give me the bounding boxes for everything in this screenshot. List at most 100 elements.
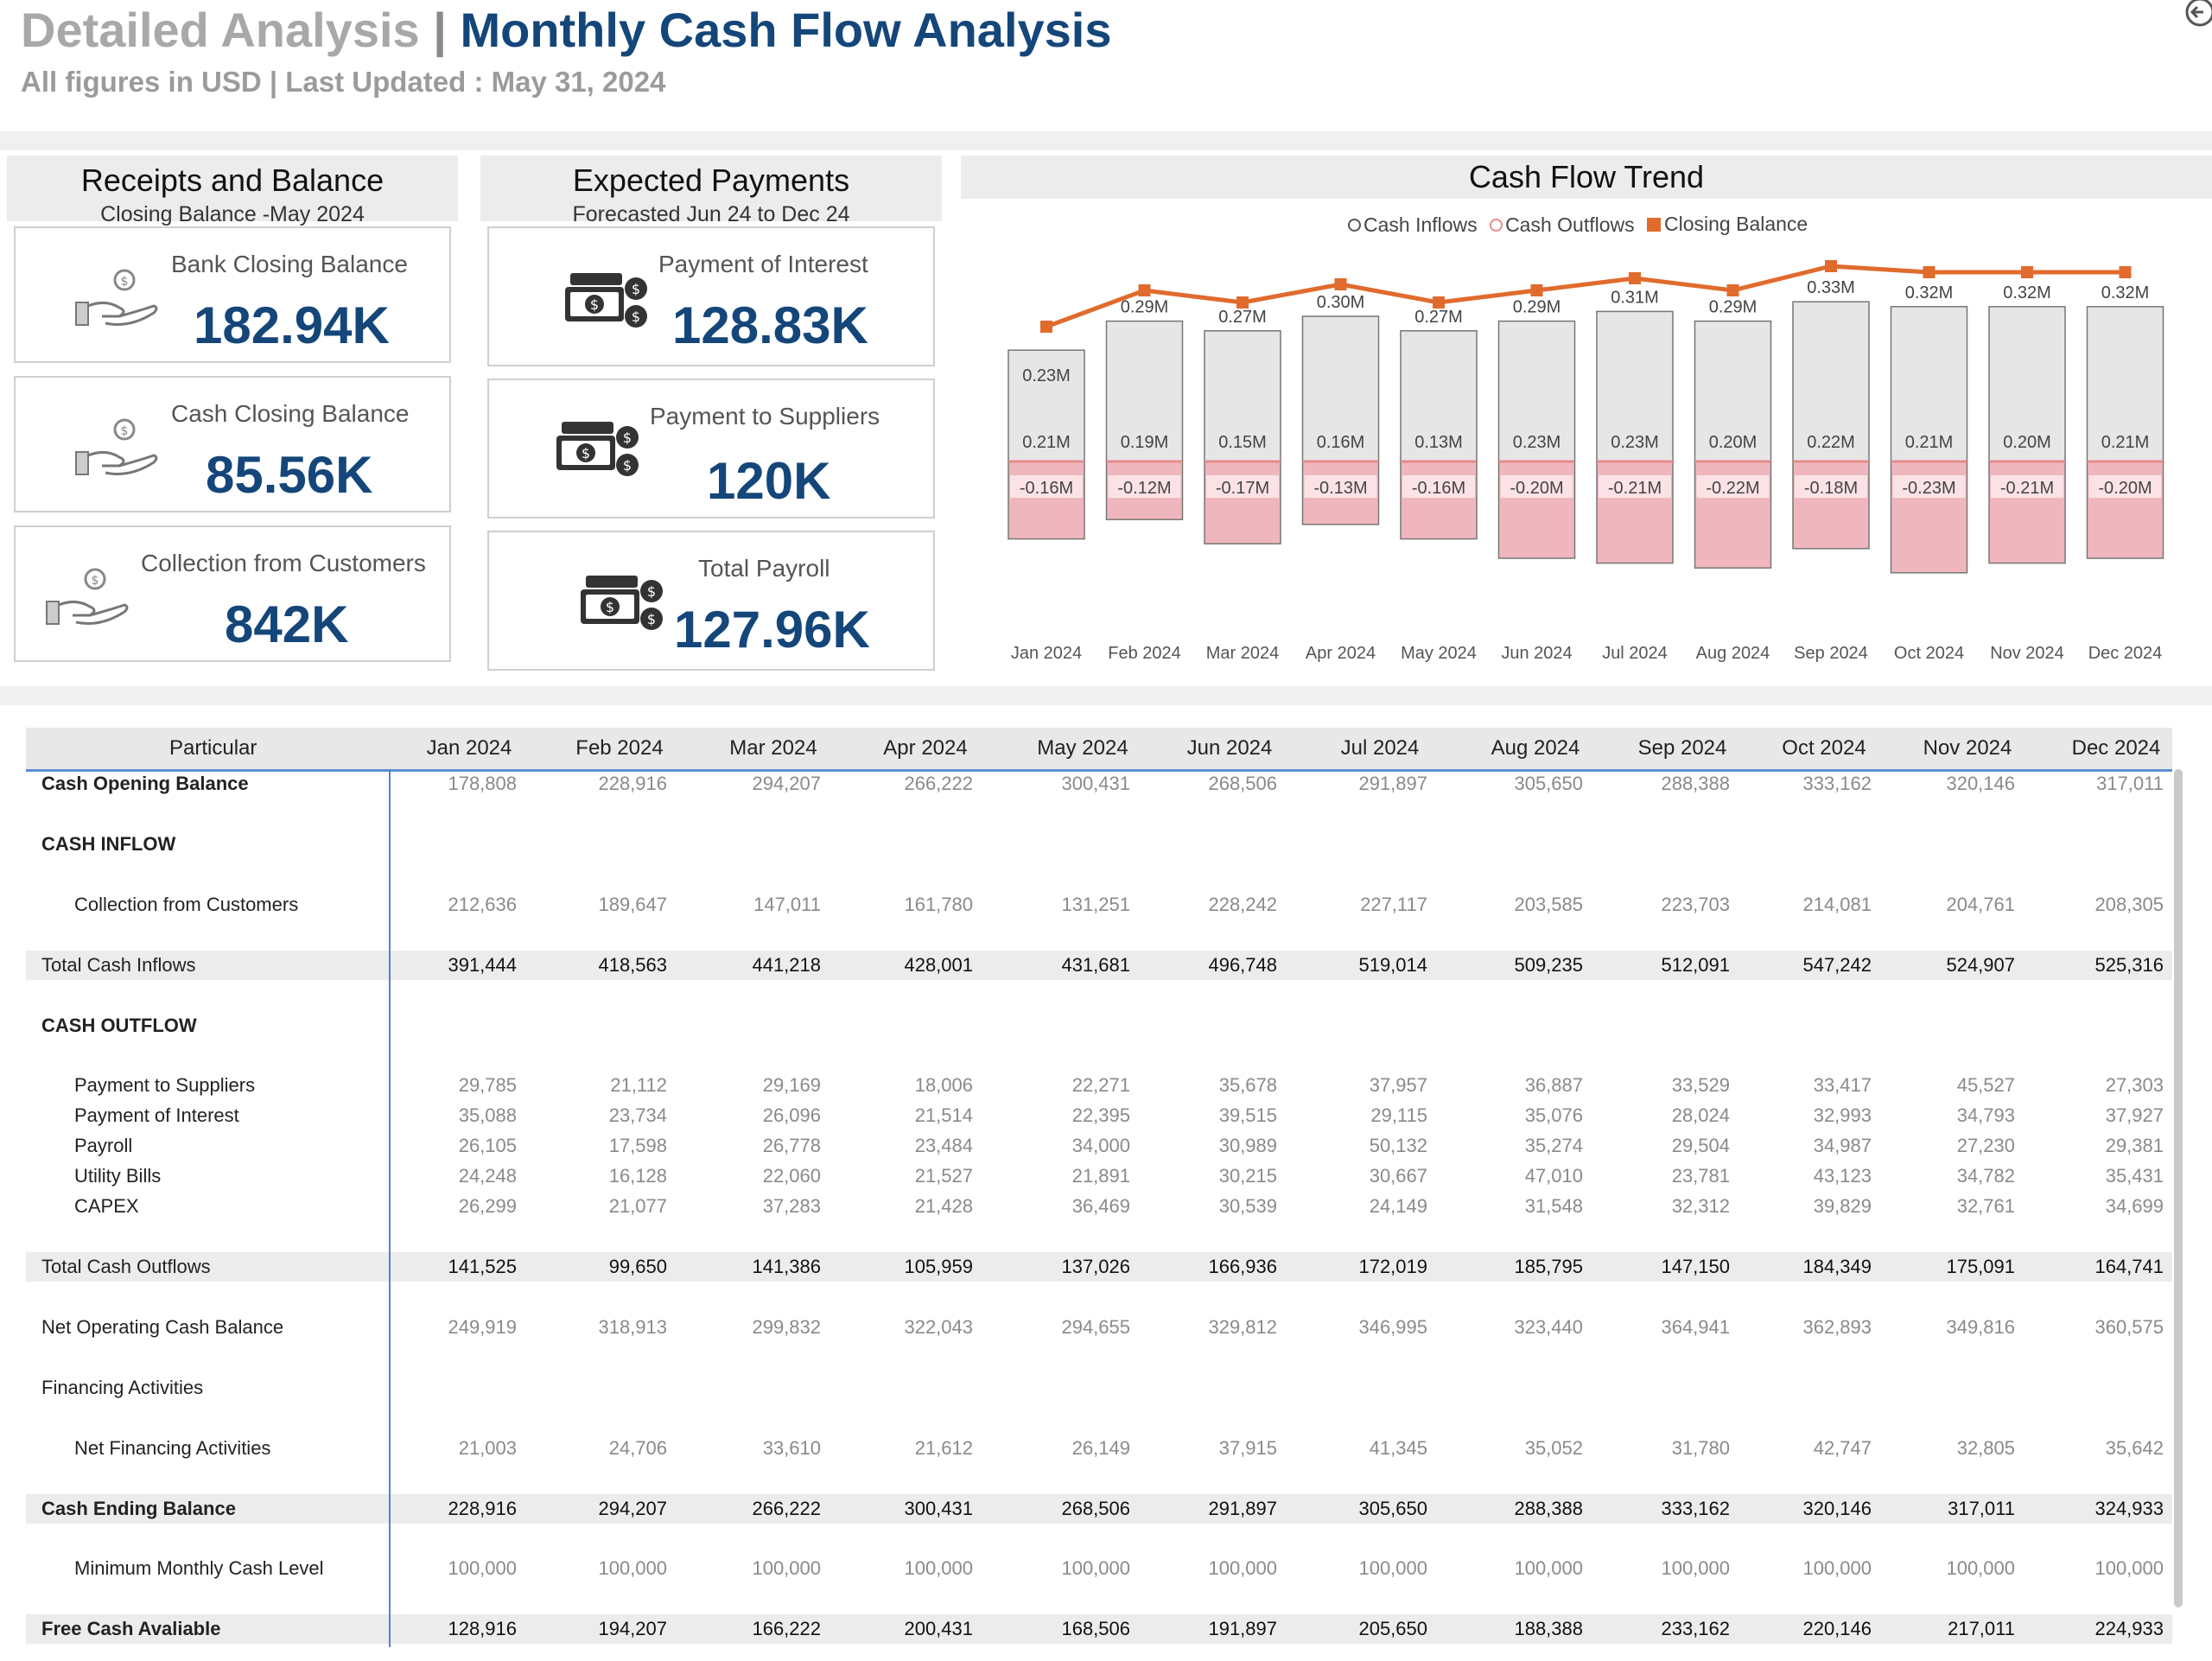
table-cell: 431,681: [1061, 954, 1130, 976]
table-cell: 227,117: [1360, 894, 1427, 915]
legend-item-inflows[interactable]: Cash Inflows: [1348, 213, 1478, 237]
table-cell: 166,222: [752, 1618, 821, 1639]
title-prefix: Detailed Analysis: [21, 3, 420, 57]
table-cell: 100,000: [1802, 1557, 1872, 1579]
table-cell: 212,636: [448, 894, 517, 915]
table-row: Cash Ending Balance 228,916 294,207 266,222…: [26, 1494, 2172, 1524]
table-row: Total Cash Inflows 391,444 418,563 441,218 4…: [26, 951, 2172, 980]
kpi-card-collection[interactable]: $ Collection from Customers 842K: [14, 525, 451, 662]
closing-balance-point: [2021, 266, 2033, 278]
closing-data-label: 0.23M: [1022, 366, 1071, 385]
kpi-card-payroll[interactable]: $ $ $ Total Payroll 127.96K: [487, 531, 935, 671]
table-cell: 317,011: [2096, 773, 2164, 794]
table-cell: 21,891: [1071, 1165, 1130, 1187]
table-cell: 105,959: [904, 1256, 973, 1277]
table-cell: 32,993: [1813, 1104, 1872, 1126]
table-cell: 34,000: [1071, 1135, 1130, 1156]
table-cell: 360,575: [2094, 1316, 2164, 1338]
legend-item-closing[interactable]: Closing Balance: [1647, 213, 1808, 236]
closing-bar: [1400, 330, 1478, 462]
kpi-label: Bank Closing Balance: [171, 251, 408, 277]
table-cell: 43,123: [1813, 1165, 1872, 1187]
table-row: Total Cash Outflows 141,525 99,650 141,386 1…: [26, 1252, 2172, 1282]
back-arrow-icon[interactable]: [2174, 0, 2212, 38]
row-label: Cash Ending Balance: [41, 1498, 236, 1519]
closing-balance-line: [1046, 264, 2126, 329]
outflow-label-bg: [1402, 475, 1475, 498]
closing-bar: [1204, 330, 1281, 462]
table-cell: 30,989: [1218, 1135, 1277, 1156]
table-cell: 32,312: [1671, 1195, 1730, 1217]
table-cell: 31,780: [1671, 1437, 1730, 1459]
table-cell: 525,316: [2094, 954, 2164, 976]
table-cell: 29,504: [1671, 1135, 1730, 1156]
table-scrollbar[interactable]: [2174, 769, 2183, 1607]
table-cell: 172,019: [1358, 1256, 1427, 1277]
column-header-month: Apr 2024: [883, 736, 968, 760]
inflow-data-label: 0.22M: [1807, 433, 1855, 452]
table-cell: 37,957: [1369, 1074, 1427, 1096]
table-cell: 21,428: [914, 1195, 973, 1217]
row-label: Cash Opening Balance: [41, 773, 249, 794]
table-cell: 168,506: [1061, 1618, 1130, 1639]
table-cell: 161,780: [904, 894, 973, 915]
table-cell: 322,043: [904, 1316, 973, 1338]
table-cell: 428,001: [904, 954, 973, 976]
table-cell: 33,529: [1671, 1074, 1730, 1096]
table-cell: 30,215: [1218, 1165, 1277, 1187]
table-row: Collection from Customers 212,636 189,647 1…: [26, 890, 2172, 920]
outflow-data-label: -0.13M: [1313, 479, 1367, 498]
table-row: Minimum Monthly Cash Level 100,000 100,000…: [26, 1554, 2172, 1583]
column-header-month: Jun 2024: [1186, 736, 1273, 760]
receipts-panel-header: Receipts and Balance Closing Balance -Ma…: [7, 156, 458, 226]
svg-text:$: $: [623, 457, 632, 474]
divider-band-mid: [0, 686, 2212, 705]
closing-data-label: 0.32M: [2003, 283, 2051, 302]
row-label: CASH INFLOW: [41, 833, 176, 855]
kpi-card-suppliers[interactable]: $ $ $ Payment to Suppliers 120K: [487, 379, 935, 519]
row-label: Free Cash Avaliable: [41, 1618, 221, 1639]
closing-data-label: 0.29M: [1709, 298, 1758, 317]
table-cell: 100,000: [1661, 1557, 1730, 1579]
kpi-card-cash-closing[interactable]: $ Cash Closing Balance 85.56K: [14, 376, 451, 512]
table-cell: 137,026: [1061, 1256, 1130, 1277]
kpi-card-bank-closing[interactable]: $ Bank Closing Balance 182.94K: [14, 226, 451, 363]
closing-bar: [1988, 306, 2066, 462]
table-cell: 266,222: [752, 1498, 821, 1519]
svg-text:$: $: [632, 309, 640, 325]
svg-text:$: $: [606, 599, 614, 615]
outflow-data-label: -0.18M: [1804, 479, 1858, 498]
table-cell: 33,417: [1813, 1074, 1872, 1096]
x-tick-label: Sep 2024: [1794, 644, 1868, 663]
table-cell: 41,345: [1369, 1437, 1427, 1459]
kpi-value: 120K: [707, 452, 831, 510]
table-cell: 26,096: [762, 1104, 821, 1126]
table-cell: 288,388: [1661, 773, 1730, 794]
legend-circle-icon: [1348, 218, 1361, 232]
table-cell: 300,431: [1061, 773, 1130, 794]
closing-data-label: 0.32M: [2101, 283, 2150, 302]
table-cell: 35,642: [2105, 1437, 2164, 1459]
outflow-label-bg: [1304, 475, 1377, 498]
row-label: Collection from Customers: [74, 894, 299, 915]
table-cell: 100,000: [752, 1557, 821, 1579]
x-tick-label: Mar 2024: [1206, 644, 1280, 663]
table-cell: 17,598: [608, 1135, 667, 1156]
table-row: Utility Bills 24,248 16,128 22,060 21,527 21,…: [26, 1161, 2172, 1191]
legend-item-outflows[interactable]: Cash Outflows: [1490, 213, 1635, 237]
table-cell: 266,222: [904, 773, 973, 794]
table-cell: 26,778: [762, 1135, 821, 1156]
table-cell: 29,785: [458, 1074, 517, 1096]
table-cell: 203,585: [1514, 894, 1583, 915]
table-cell: 320,146: [1946, 773, 2015, 794]
table-cell: 333,162: [1802, 773, 1872, 794]
kpi-card-interest[interactable]: $ $ $ Payment of Interest 128.83K: [487, 226, 935, 366]
closing-data-label: 0.29M: [1513, 298, 1561, 317]
svg-text:$: $: [582, 445, 590, 461]
row-label: CAPEX: [74, 1195, 139, 1217]
kpi-value: 127.96K: [674, 601, 870, 659]
table-cell: 141,525: [448, 1256, 517, 1277]
table-cell: 34,699: [2105, 1195, 2164, 1217]
column-header-month: Jul 2024: [1340, 736, 1420, 760]
table-cell: 233,162: [1661, 1618, 1730, 1639]
